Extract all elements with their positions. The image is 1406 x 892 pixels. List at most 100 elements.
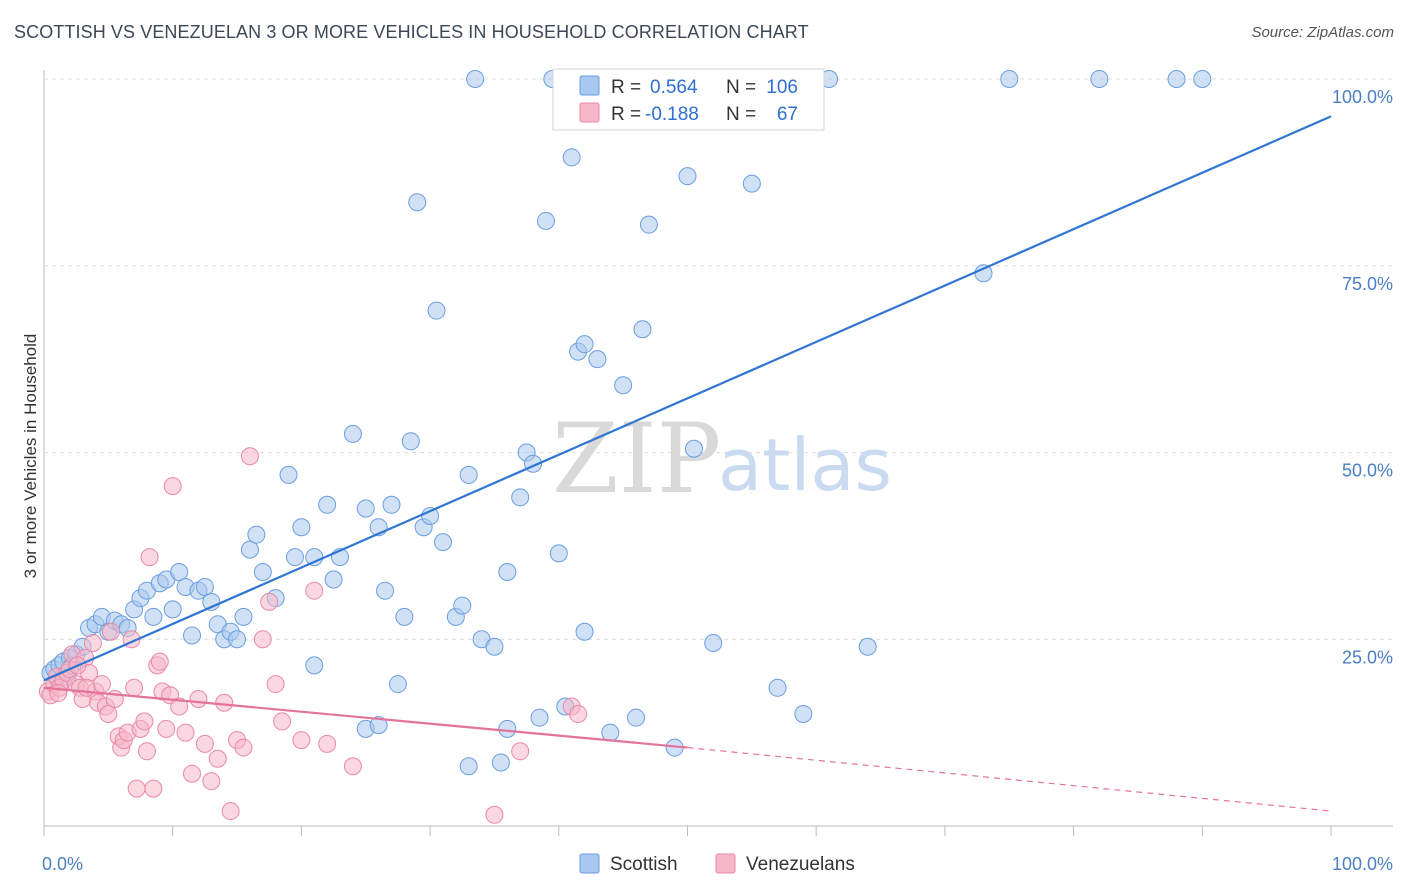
point-scottish <box>530 708 549 727</box>
point-scottish <box>1167 70 1186 88</box>
point-venezuelans <box>253 630 272 649</box>
point-scottish <box>170 563 189 582</box>
point-venezuelans <box>343 757 362 776</box>
point-scottish <box>459 465 478 484</box>
point-venezuelans <box>208 749 227 768</box>
point-venezuelans <box>163 477 182 496</box>
point-scottish <box>491 753 510 772</box>
point-scottish <box>1193 70 1212 88</box>
x-tick-label-max: 100.0% <box>1332 854 1393 874</box>
point-scottish <box>1000 70 1019 88</box>
point-venezuelans <box>137 742 156 761</box>
point-scottish <box>356 499 375 518</box>
point-scottish <box>324 570 343 589</box>
point-venezuelans <box>183 764 202 783</box>
legend: R = 0.564 N = 106 R = -0.188 N = 67 <box>552 68 825 131</box>
point-venezuelans <box>485 805 504 824</box>
point-scottish <box>858 637 877 656</box>
point-scottish <box>144 607 163 626</box>
point-scottish <box>279 465 298 484</box>
trend-line-scottish <box>43 115 1332 682</box>
point-scottish <box>1090 70 1109 88</box>
point-scottish <box>794 704 813 723</box>
point-scottish <box>742 174 761 193</box>
point-venezuelans <box>99 704 118 723</box>
bottom-legend-swatch-scottish <box>579 853 600 874</box>
point-scottish <box>549 544 568 563</box>
point-venezuelans <box>92 675 111 694</box>
point-venezuelans <box>569 704 588 723</box>
point-venezuelans <box>176 723 195 742</box>
point-scottish <box>511 488 530 507</box>
point-venezuelans <box>215 693 234 712</box>
bottom-legend-scottish: Scottish <box>610 854 678 875</box>
chart-title: SCOTTISH VS VENEZUELAN 3 OR MORE VEHICLE… <box>14 22 809 42</box>
point-scottish <box>240 540 259 559</box>
point-venezuelans <box>83 633 102 652</box>
point-venezuelans <box>305 581 324 600</box>
point-scottish <box>633 320 652 339</box>
point-scottish <box>318 495 337 514</box>
point-venezuelans <box>189 690 208 709</box>
point-venezuelans <box>144 779 163 798</box>
point-scottish <box>678 167 697 186</box>
point-venezuelans <box>101 622 120 641</box>
point-scottish <box>163 600 182 619</box>
y-tick-label: 100.0% <box>1332 87 1393 107</box>
point-venezuelans <box>127 779 146 798</box>
point-scottish <box>183 626 202 645</box>
point-scottish <box>382 495 401 514</box>
y-axis-label: 3 or more Vehicles in Household <box>21 334 40 579</box>
point-venezuelans <box>140 548 159 567</box>
x-ticks <box>43 826 1332 836</box>
point-scottish <box>285 548 304 567</box>
legend-swatch-scottish <box>579 75 600 96</box>
legend-swatch-venezuelans <box>579 102 600 123</box>
point-scottish <box>453 596 472 615</box>
point-scottish <box>562 148 581 167</box>
watermark-atlas: atlas <box>718 423 892 507</box>
bottom-legend-swatch-venezuelans <box>715 853 736 874</box>
point-scottish <box>247 525 266 544</box>
point-scottish <box>427 301 446 320</box>
point-scottish <box>974 264 993 283</box>
trend-lines <box>43 115 1332 812</box>
point-venezuelans <box>157 719 176 738</box>
point-venezuelans <box>318 734 337 753</box>
y-tick-label: 50.0% <box>1342 461 1393 481</box>
point-scottish <box>395 607 414 626</box>
point-scottish <box>485 637 504 656</box>
point-venezuelans <box>511 742 530 761</box>
point-scottish <box>343 424 362 443</box>
point-venezuelans <box>195 734 214 753</box>
point-scottish <box>369 716 388 735</box>
point-venezuelans <box>273 712 292 731</box>
legend-n-venezuelans: 67 <box>777 104 798 125</box>
point-scottish <box>388 675 407 694</box>
point-venezuelans <box>49 684 68 703</box>
y-tick-label: 25.0% <box>1342 647 1393 667</box>
point-venezuelans <box>292 731 311 750</box>
point-venezuelans <box>135 712 154 731</box>
point-venezuelans <box>202 772 221 791</box>
point-venezuelans <box>234 738 253 757</box>
point-scottish <box>575 622 594 641</box>
source-label: Source: ZipAtlas.com <box>1251 24 1394 41</box>
legend-n-label-2: N = <box>726 104 756 125</box>
point-venezuelans <box>240 447 259 466</box>
legend-n-scottish: 106 <box>766 77 798 98</box>
point-venezuelans <box>170 697 189 716</box>
point-scottish <box>195 577 214 596</box>
point-scottish <box>614 376 633 395</box>
point-scottish <box>639 215 658 234</box>
point-scottish <box>684 439 703 458</box>
legend-r-label-2: R = <box>611 104 641 125</box>
point-venezuelans <box>266 675 285 694</box>
point-scottish <box>376 581 395 600</box>
point-venezuelans <box>221 802 240 821</box>
legend-r-scottish: 0.564 <box>650 77 698 98</box>
point-scottish <box>627 708 646 727</box>
x-tick-label-min: 0.0% <box>42 854 83 874</box>
point-scottish <box>601 723 620 742</box>
